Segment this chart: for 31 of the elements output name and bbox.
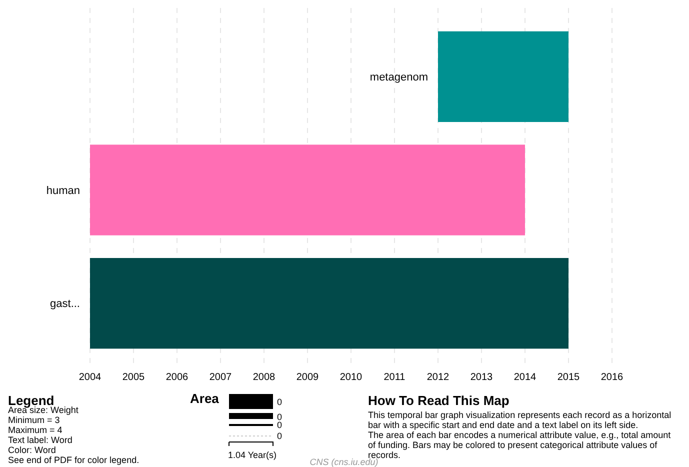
x-tick-label: 2012 [426,372,450,383]
x-tick-label: 2004 [78,372,102,383]
text: Color: Word [8,445,56,455]
y-tick-label: human [46,184,80,197]
x-tick-label: 2008 [252,372,276,383]
text: Maximum = 4 [8,425,62,435]
x-tick-label: 2007 [209,372,232,383]
text: 0 [277,431,282,441]
x-tick-label: 2011 [384,372,406,383]
text: CNS (cns.iu.edu) [310,457,378,467]
y-tick-label: metagenom [370,72,428,84]
text: How To Read This Map [368,393,510,408]
x-tick-label: 2005 [122,372,146,383]
text: Text label: Word [8,435,72,445]
text: Legend [8,393,54,408]
text: 1.04 Year(s) [228,450,277,460]
x-tick-label: 2006 [166,372,189,383]
text: Minimum = 3 [8,415,60,425]
text: 0 [277,420,282,430]
x-tick-label: 2009 [296,372,320,383]
x-tick-label: 2015 [557,372,580,383]
text: 0 [277,397,282,407]
text: This temporal bar graph visualization represents each record as a horizontal bar with a specific start and end date and a text label on its left side. The area of each bar encodes a numerical attribute value, e.g., total amount of funding. Bars may be colored to present categorical attribute values of records. [368,410,672,460]
y-tick-label: gast... [50,298,80,310]
text: See end of PDF for color legend. [8,455,140,465]
x-tick-label: 2014 [514,372,537,383]
text: Area [190,391,220,406]
x-tick-label: 2016 [600,372,624,383]
x-tick-label: 2013 [470,372,494,383]
text: 0 [277,412,282,422]
x-tick-label: 2010 [340,372,363,383]
